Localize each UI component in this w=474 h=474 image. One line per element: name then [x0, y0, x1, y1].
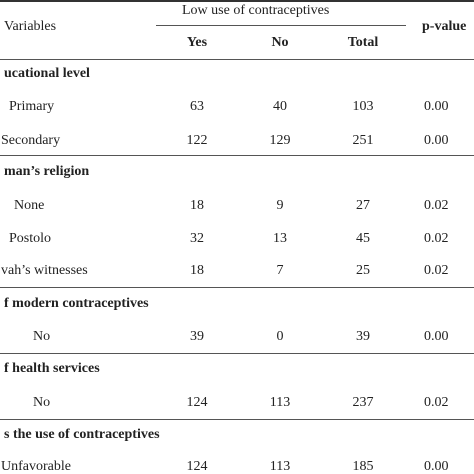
section-divider [0, 353, 474, 354]
cell-yes: 39 [190, 329, 204, 344]
cell-no: 113 [269, 459, 291, 474]
cell-pvalue: 0.02 [424, 395, 449, 410]
row-label: Secondary [1, 133, 61, 148]
header-pvalue: p-value [422, 19, 467, 34]
section-divider [0, 287, 474, 288]
cell-pvalue: 0.02 [424, 198, 449, 213]
cell-no: 7 [276, 263, 284, 278]
cell-no: 13 [273, 231, 287, 246]
cell-total: 25 [356, 263, 370, 278]
header-total: Total [347, 35, 379, 50]
header-no: No [271, 35, 289, 50]
cell-pvalue: 0.00 [424, 329, 449, 344]
cell-no: 113 [269, 395, 291, 410]
cell-yes: 122 [186, 133, 208, 148]
cell-total: 39 [356, 329, 370, 344]
cell-no: 0 [276, 329, 284, 344]
header-group-rule [156, 25, 406, 26]
cell-pvalue: 0.02 [424, 231, 449, 246]
cell-pvalue: 0.00 [424, 459, 449, 474]
header-group: Low use of contraceptives [182, 3, 330, 18]
header-variables: Variables [4, 19, 57, 34]
cell-yes: 63 [190, 99, 204, 114]
cell-no: 9 [276, 198, 284, 213]
cell-total: 27 [356, 198, 370, 213]
section-divider [0, 155, 474, 156]
section-title: s the use of contraceptives [4, 427, 160, 442]
row-label: Primary [9, 99, 55, 114]
cell-yes: 18 [190, 198, 204, 213]
cell-yes: 124 [186, 459, 208, 474]
header-bottom-rule [0, 59, 474, 60]
header-yes: Yes [186, 35, 208, 50]
row-label: vah’s witnesses [1, 263, 88, 278]
cell-total: 103 [352, 99, 374, 114]
cell-no: 40 [273, 99, 287, 114]
row-label: No [33, 329, 51, 344]
section-title: man’s religion [4, 164, 90, 179]
row-label: Unfavorable [1, 459, 71, 474]
section-title: f modern contraceptives [4, 296, 149, 311]
cell-yes: 124 [186, 395, 208, 410]
row-label: None [14, 198, 45, 213]
section-title: ucational level [4, 66, 90, 81]
cell-yes: 32 [190, 231, 204, 246]
cell-pvalue: 0.00 [424, 133, 449, 148]
cell-pvalue: 0.00 [424, 99, 449, 114]
cell-total: 185 [352, 459, 374, 474]
cell-total: 237 [352, 395, 374, 410]
row-label: No [33, 395, 51, 410]
cell-total: 45 [356, 231, 370, 246]
cell-pvalue: 0.02 [424, 263, 449, 278]
cell-no: 129 [269, 133, 291, 148]
section-divider [0, 419, 474, 420]
row-label: Postolo [9, 231, 52, 246]
section-title: f health services [4, 361, 100, 376]
cell-total: 251 [352, 133, 374, 148]
table-top-rule [0, 0, 474, 2]
cell-yes: 18 [190, 263, 204, 278]
